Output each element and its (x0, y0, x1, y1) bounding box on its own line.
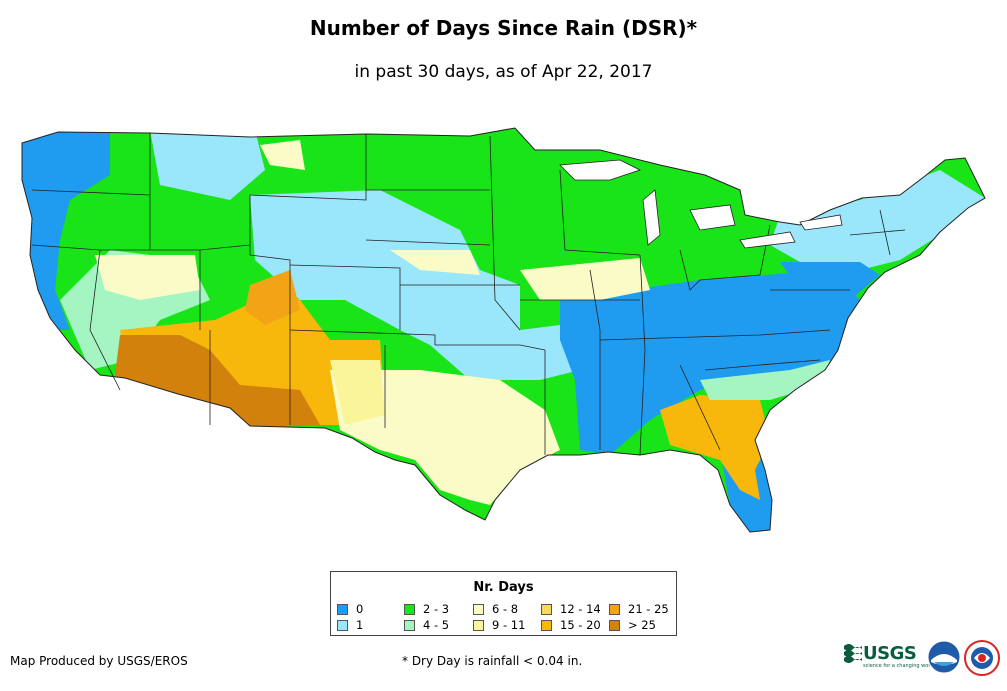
legend-title: Nr. Days (473, 580, 534, 595)
legend-swatch (473, 603, 484, 615)
usgs-wordmark: USGS (863, 642, 917, 664)
great-lakes (559, 159, 843, 249)
legend-item-1: 1 (337, 618, 363, 632)
legend-swatch (337, 603, 348, 615)
legend-grid: 0 1 2 - 3 4 - 5 6 - 8 9 - 11 12 - 14 15 (337, 602, 677, 632)
usgs-wave-icon (844, 644, 862, 663)
legend-item-7: 15 - 20 (541, 618, 601, 632)
map-fill-nebraska-6-8 (390, 250, 480, 275)
map-fill-texas-9-11 (330, 360, 385, 425)
noaa-logo-icon (927, 640, 961, 674)
legend-swatch (404, 603, 415, 615)
agency-logos: USGS science for a changing world (843, 638, 1003, 678)
lake-erie (739, 231, 796, 249)
map-subtitle: in past 30 days, as of Apr 22, 2017 (354, 62, 653, 82)
state-borders (21, 127, 986, 533)
legend-swatch (609, 603, 620, 615)
map-fill-plateau-21-25 (245, 270, 300, 325)
map-fill-nevada-6-8 (95, 255, 200, 300)
map-fill-georgia-15-20 (660, 395, 770, 500)
lake-huron (689, 204, 736, 231)
legend-label: 15 - 20 (560, 618, 601, 632)
map-fill-midwest-6-8 (520, 258, 650, 300)
map-fill-midatlantic-0 (780, 262, 880, 300)
legend-label: 9 - 11 (492, 618, 526, 632)
legend-item-8: 21 - 25 (609, 602, 669, 616)
lake-michigan (642, 189, 661, 246)
legend-swatch (609, 619, 620, 631)
map-fill-northeast-1 (770, 170, 985, 270)
map-credit: Map Produced by USGS/EROS (10, 654, 188, 668)
lake-ontario (799, 214, 843, 231)
usgs-tagline: science for a changing world (863, 663, 935, 669)
map-fill-nw-1 (150, 130, 265, 200)
legend-label: 2 - 3 (423, 602, 450, 616)
legend-item-9: > 25 (609, 618, 656, 632)
legend-item-6: 12 - 14 (541, 602, 601, 616)
legend-item-2: 2 - 3 (404, 602, 449, 616)
legend-item-4: 6 - 8 (473, 602, 518, 616)
legend-item-0: 0 (337, 602, 363, 616)
legend-item-3: 4 - 5 (404, 618, 449, 632)
dsr-fill-layers (22, 128, 985, 532)
lake-superior (559, 159, 642, 181)
legend-label: 4 - 5 (423, 618, 450, 632)
legend-label: 0 (356, 602, 364, 616)
map-fill-montana-6-8 (260, 140, 305, 170)
legend-item-5: 9 - 11 (473, 618, 525, 632)
usgs-logo: USGS (843, 642, 917, 664)
legend-swatch (541, 619, 552, 631)
legend-label: 6 - 8 (492, 602, 519, 616)
legend-label: > 25 (628, 618, 656, 632)
map-title: Number of Days Since Rain (DSR)* (309, 16, 698, 40)
legend-swatch (541, 603, 552, 615)
legend-label: 1 (356, 618, 364, 632)
legend-swatch (404, 619, 415, 631)
legend: Nr. Days 0 1 2 - 3 4 - 5 6 - 8 9 - 11 12 (330, 571, 677, 636)
legend-label: 12 - 14 (560, 602, 601, 616)
map-fill-southeast-0 (560, 270, 860, 455)
legend-label: 21 - 25 (628, 602, 669, 616)
map-fill-texas-6-8 (330, 370, 560, 505)
dry-day-footnote: * Dry Day is rainfall < 0.04 in. (402, 654, 583, 668)
nws-logo-icon (964, 640, 1000, 676)
map-fill-arizona-gt25 (115, 335, 320, 428)
legend-swatch (337, 619, 348, 631)
legend-swatch (473, 619, 484, 631)
